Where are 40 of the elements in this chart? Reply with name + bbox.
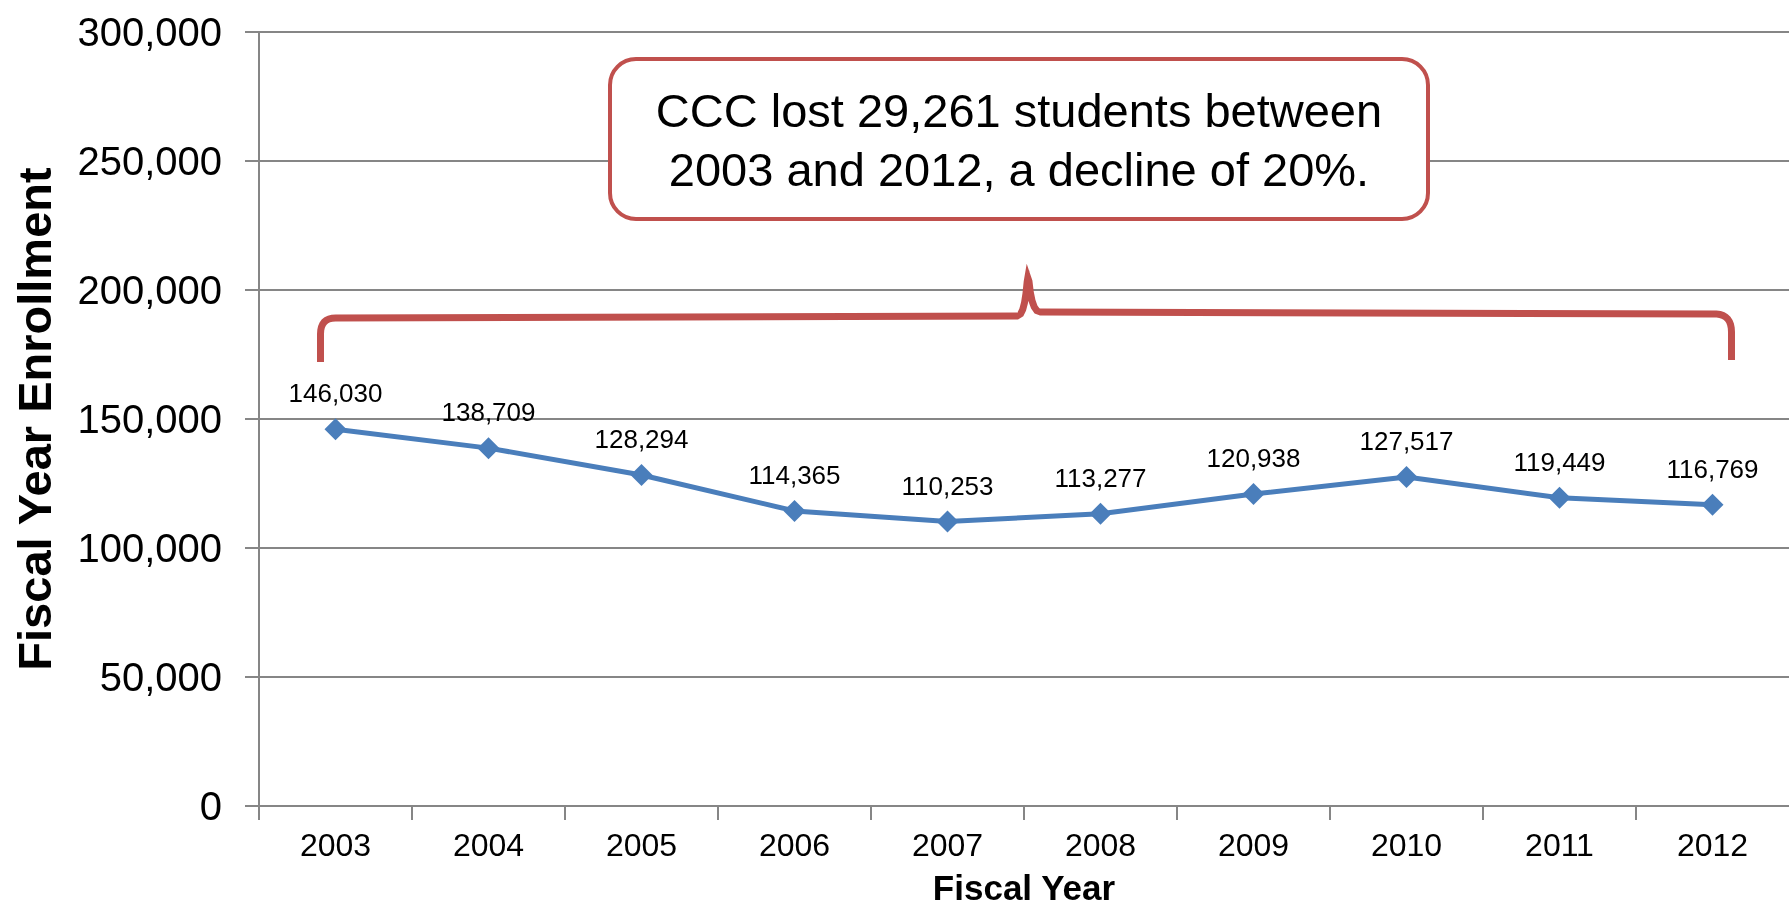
point [783, 499, 806, 522]
data-label: 114,365 [748, 459, 841, 490]
x-tick-label: 2010 [1370, 827, 1443, 863]
point [1089, 502, 1112, 525]
x-tick-label: 2011 [1525, 827, 1594, 863]
point [1395, 466, 1418, 489]
data-label: 128,294 [594, 424, 689, 454]
y-tick-label: 150,000 [77, 397, 222, 441]
x-tick-label: 2003 [299, 827, 372, 863]
x-tick-label: 2006 [758, 827, 831, 863]
point [630, 464, 653, 486]
y-tick-label: 250,000 [77, 139, 222, 183]
data-label: 138,709 [441, 397, 536, 428]
y-tick-label: 50,000 [99, 655, 222, 699]
point [1242, 482, 1265, 505]
x-tick-label: 2012 [1676, 827, 1749, 863]
x-tick-label: 2008 [1064, 827, 1137, 863]
x-axis-title: Fiscal Year [932, 868, 1116, 906]
x-tick-label: 2007 [911, 827, 984, 863]
point [1548, 486, 1571, 509]
y-axis-title: Fiscal Year Enrollment [8, 167, 61, 671]
point [1701, 493, 1724, 516]
data-label: 119,449 [1513, 446, 1606, 477]
point [477, 437, 500, 460]
data-label: 146,030 [288, 378, 383, 409]
y-tick-label: 300,000 [77, 10, 222, 54]
data-label: 110,253 [901, 470, 994, 501]
data-label: 127,517 [1359, 426, 1454, 457]
point [324, 418, 347, 441]
y-tick-label: 0 [199, 784, 222, 828]
data-label: 116,769 [1666, 453, 1759, 484]
y-tick-label: 200,000 [77, 268, 222, 312]
x-tick-label: 2005 [605, 827, 678, 863]
x-tick-label: 2004 [452, 827, 525, 863]
data-label: 113,277 [1054, 462, 1147, 493]
annotation: CCC lost 29,261 students between 2003 and 2012, a decline of 20%. [655, 83, 1383, 196]
y-tick-label: 100,000 [77, 526, 222, 570]
point [936, 510, 959, 533]
x-tick-label: 2009 [1217, 827, 1290, 863]
data-label: 120,938 [1206, 442, 1301, 473]
